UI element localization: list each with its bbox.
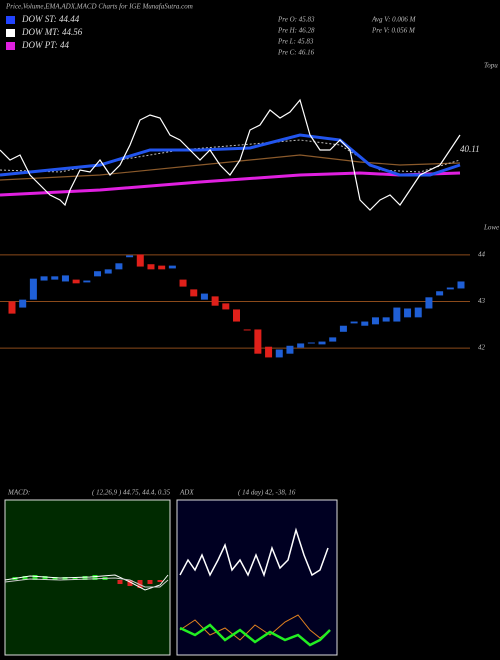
legend-swatch: [6, 29, 15, 37]
candle-body: [457, 281, 465, 289]
candle-body: [168, 265, 176, 269]
y-tick-label: 42: [478, 344, 486, 352]
macd-label: MACD:: [7, 489, 30, 497]
stat: Avg V: 0.006 M: [371, 16, 417, 24]
macd-hist: [117, 580, 163, 588]
candle-body: [211, 296, 219, 306]
di-minus: [179, 614, 331, 641]
candle-body: [371, 317, 379, 325]
candle-body: [265, 346, 273, 358]
candle-body: [243, 329, 251, 331]
top-label: Topu: [484, 62, 498, 70]
candle-body: [297, 343, 305, 348]
chart-title: Price,Volume,EMA,ADX,MACD Charts for IGE…: [5, 3, 193, 11]
adx-params: ( 14 day) 42, -38, 16: [238, 489, 296, 497]
dow-pt: DOW PT: 44: [21, 40, 69, 50]
candle-body: [83, 280, 91, 283]
candle-body: [19, 299, 27, 308]
ema-line: [0, 154, 461, 181]
upper-lines: [0, 98, 461, 211]
price-line: [0, 98, 461, 211]
stat: Pre H: 46.28: [277, 27, 315, 35]
candle-body: [222, 303, 230, 310]
candle-body: [190, 289, 198, 297]
y-tick-label: 44: [478, 251, 486, 259]
candle-body: [158, 265, 166, 270]
di-plus: [179, 623, 331, 647]
dow-mt: DOW MT: 44.56: [21, 27, 83, 37]
stat: Pre V: 0.056 M: [371, 27, 416, 35]
candle-body: [329, 337, 337, 342]
candle-body: [393, 307, 401, 322]
candle-body: [254, 329, 262, 354]
candle-body: [179, 279, 187, 287]
candle-body: [51, 276, 59, 280]
macd-params: ( 12,26,9 ) 44.75, 44.4, 0.35: [92, 489, 171, 497]
candle-body: [361, 321, 369, 326]
candle-body: [307, 342, 315, 344]
candle-body: [72, 279, 80, 284]
legend-swatch: [6, 42, 15, 50]
candle-body: [414, 307, 422, 318]
candle-body: [339, 325, 347, 332]
candle-body: [318, 341, 326, 345]
candle-body: [233, 309, 240, 322]
last-label: 40.11: [460, 144, 480, 154]
candle-body: [8, 301, 16, 314]
candle-body: [126, 255, 134, 258]
candle-body: [404, 308, 412, 318]
legend-swatch: [6, 16, 15, 24]
macd-lines: [4, 574, 169, 591]
candle-body: [425, 297, 433, 309]
candle-body: [115, 263, 123, 270]
candle-body: [286, 345, 294, 354]
stat: Pre C: 46.16: [277, 49, 315, 57]
candle-body: [147, 264, 155, 270]
adx-lines: [179, 527, 331, 647]
candle-body: [136, 254, 144, 267]
bottom-label: Lowe: [483, 224, 499, 232]
candle-body: [29, 278, 37, 300]
candle-body: [104, 269, 112, 274]
adx-label: ADX: [179, 489, 194, 497]
candle-body: [446, 287, 454, 290]
y-tick-label: 43: [478, 297, 486, 305]
candle-body: [382, 317, 390, 322]
candle-body: [275, 349, 283, 358]
dow-st: DOW ST: 44.44: [21, 14, 80, 24]
candle-body: [436, 291, 444, 296]
candle-body: [350, 321, 358, 324]
candle-body: [94, 271, 102, 277]
stat: Pre L: 45.83: [277, 38, 314, 46]
candle-body: [200, 293, 208, 300]
candle-body: [61, 275, 69, 282]
stat: Pre O: 45.83: [277, 16, 315, 24]
signal-line: [4, 577, 169, 588]
adx-line: [179, 527, 329, 578]
candle-body: [40, 276, 48, 281]
ema-line: [0, 133, 461, 177]
